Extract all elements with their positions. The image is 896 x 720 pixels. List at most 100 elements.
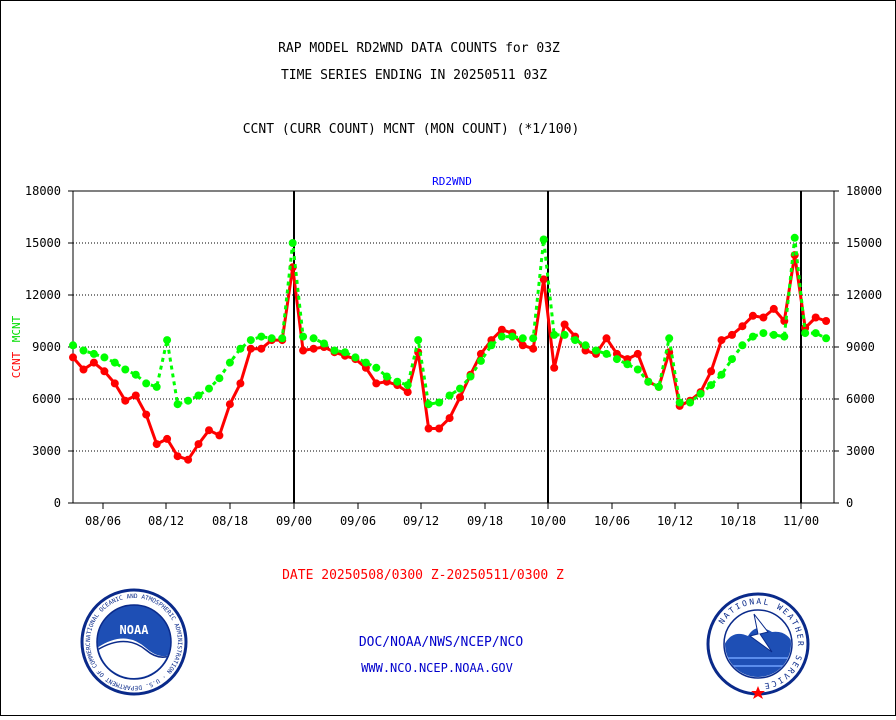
data-point-ccnt xyxy=(550,363,559,372)
y-tick-label-left: 15000 xyxy=(25,236,61,250)
x-tick-label: 09/12 xyxy=(403,514,439,528)
data-point-mcnt xyxy=(665,334,674,343)
data-point-ccnt xyxy=(707,367,716,376)
data-point-mcnt xyxy=(246,336,255,345)
data-point-mcnt xyxy=(759,329,768,338)
data-point-mcnt xyxy=(351,353,360,362)
data-point-ccnt xyxy=(403,388,412,397)
header-line-2: TIME SERIES ENDING IN 20250511 03Z xyxy=(281,68,547,83)
data-point-ccnt xyxy=(205,426,213,435)
data-point-mcnt xyxy=(288,239,297,247)
y-tick-label-right: 18000 xyxy=(846,184,882,198)
data-point-mcnt xyxy=(267,334,276,343)
data-point-ccnt xyxy=(110,379,119,388)
data-point-mcnt xyxy=(623,360,632,369)
data-point-mcnt xyxy=(382,372,391,381)
y-tick-label-right: 0 xyxy=(846,496,853,510)
y-tick-label-left: 12000 xyxy=(25,288,61,302)
data-point-mcnt xyxy=(801,329,810,338)
data-point-mcnt xyxy=(581,341,590,350)
data-point-mcnt xyxy=(435,398,444,407)
data-point-ccnt xyxy=(738,322,747,331)
date-range: DATE 20250508/0300 Z-20250511/0300 Z xyxy=(282,568,564,583)
data-point-ccnt xyxy=(424,424,433,433)
data-point-mcnt xyxy=(686,398,695,407)
x-tick-label: 10/12 xyxy=(657,514,693,528)
data-point-ccnt xyxy=(100,367,109,376)
data-point-mcnt xyxy=(769,330,778,339)
y-label-ccnt: CCNT xyxy=(10,351,23,378)
nws-star-icon xyxy=(751,686,765,699)
header-line-1: RAP MODEL RD2WND DATA COUNTS for 03Z xyxy=(278,41,560,56)
nws-logo: NATIONAL WEATHER SERVICE xyxy=(706,592,810,699)
data-point-mcnt xyxy=(728,355,736,364)
data-point-mcnt xyxy=(456,384,464,393)
y-tick-label-left: 6000 xyxy=(32,392,61,406)
data-point-ccnt xyxy=(529,344,538,353)
data-point-ccnt xyxy=(602,334,611,343)
data-point-ccnt xyxy=(173,452,182,461)
data-point-ccnt xyxy=(759,313,768,322)
data-point-mcnt xyxy=(372,363,381,372)
data-point-mcnt xyxy=(466,372,475,381)
data-point-ccnt xyxy=(717,336,726,345)
plot-area: 0 0 3000 3000 6000 6000 9000 9000 12000 12000 1500… xyxy=(25,184,882,528)
data-point-mcnt xyxy=(299,332,308,341)
data-point-ccnt xyxy=(131,391,140,400)
data-point-mcnt xyxy=(497,332,506,341)
y-tick-label-right: 6000 xyxy=(846,392,875,406)
noaa-logo-label: NOAA xyxy=(120,623,150,637)
data-point-ccnt xyxy=(728,330,736,339)
data-point-mcnt xyxy=(529,334,538,343)
data-point-mcnt xyxy=(184,396,193,405)
chart-title: RD2WND xyxy=(432,175,472,188)
data-point-ccnt xyxy=(539,275,548,284)
data-point-mcnt xyxy=(205,384,213,393)
data-point-mcnt xyxy=(215,374,224,383)
x-tick-label: 08/06 xyxy=(85,514,121,528)
noaa-logo: NOAA NATIONAL OCEANIC AND ATMOSPHERIC AD… xyxy=(80,588,188,696)
y-tick-label-left: 18000 xyxy=(25,184,61,198)
data-point-mcnt xyxy=(675,398,684,407)
data-point-ccnt xyxy=(456,393,464,402)
data-point-ccnt xyxy=(89,358,98,367)
data-point-mcnt xyxy=(121,365,130,374)
y-tick-label-left: 3000 xyxy=(32,444,61,458)
data-point-mcnt xyxy=(790,233,799,242)
data-point-mcnt xyxy=(644,377,653,386)
data-point-mcnt xyxy=(100,353,109,362)
data-point-mcnt xyxy=(707,381,716,390)
data-point-mcnt xyxy=(612,355,621,364)
website-text: WWW.NCO.NCEP.NOAA.GOV xyxy=(361,661,513,675)
data-point-mcnt xyxy=(414,336,423,345)
data-point-mcnt xyxy=(592,346,600,355)
data-point-mcnt xyxy=(560,330,569,339)
x-tick-label: 10/18 xyxy=(720,514,756,528)
data-point-mcnt xyxy=(445,391,454,400)
data-point-ccnt xyxy=(309,344,318,353)
data-point-mcnt xyxy=(89,349,98,358)
org-text: DOC/NOAA/NWS/NCEP/NCO xyxy=(359,635,524,650)
x-tick-label: 10/06 xyxy=(594,514,630,528)
data-point-ccnt xyxy=(518,341,527,350)
data-point-mcnt xyxy=(225,358,234,367)
data-point-ccnt xyxy=(142,410,151,419)
data-point-mcnt xyxy=(194,391,203,400)
data-point-mcnt xyxy=(476,356,485,365)
data-point-mcnt xyxy=(69,341,77,350)
x-tick-label: 09/18 xyxy=(467,514,503,528)
data-point-mcnt xyxy=(330,346,339,355)
x-tick-label: 09/06 xyxy=(340,514,376,528)
header-line-3: CCNT (CURR COUNT) MCNT (MON COUNT) (*1/1… xyxy=(243,122,580,137)
data-point-ccnt xyxy=(69,353,77,362)
data-point-mcnt xyxy=(508,332,517,341)
data-point-ccnt xyxy=(372,379,381,388)
data-point-mcnt xyxy=(654,382,663,391)
y-tick-label-left: 0 xyxy=(54,496,61,510)
y-tick-label-right: 15000 xyxy=(846,236,882,250)
data-point-mcnt xyxy=(79,346,88,355)
data-point-mcnt xyxy=(131,370,140,379)
data-point-ccnt xyxy=(225,400,234,409)
data-point-ccnt xyxy=(215,431,224,440)
